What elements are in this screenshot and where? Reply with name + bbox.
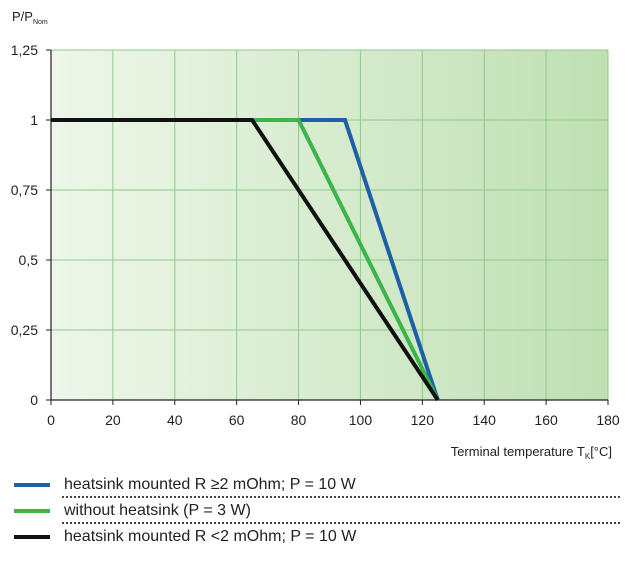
legend-item: heatsink mounted R ≥2 mOhm; P = 10 W xyxy=(12,472,622,498)
x-tick-label: 0 xyxy=(47,412,55,428)
x-tick-label: 20 xyxy=(105,412,121,428)
x-tick-label: 40 xyxy=(167,412,183,428)
legend-item: without heatsink (P = 3 W) xyxy=(12,498,622,524)
series-line-2 xyxy=(51,118,440,402)
legend-label: without heatsink (P = 3 W) xyxy=(64,502,251,519)
x-tick-label: 140 xyxy=(473,412,497,428)
x-tick-label: 160 xyxy=(534,412,558,428)
x-tick-label: 60 xyxy=(229,412,245,428)
legend-label: heatsink mounted R ≥2 mOhm; P = 10 W xyxy=(64,476,356,493)
x-tick-label: 100 xyxy=(349,412,373,428)
derating-chart: 0 20 40 60 80 100 120 140 160 180 0 0,25 0,5 0,75 1 1,2… xyxy=(11,9,620,461)
x-axis-label: Terminal temperature TK[°C] xyxy=(451,444,612,461)
y-tick-label: 0,75 xyxy=(11,182,38,198)
y-axis-label: P/PNom xyxy=(12,9,48,26)
y-tick-label: 1 xyxy=(30,112,38,128)
y-tick-label: 0,25 xyxy=(11,322,38,338)
legend-swatch xyxy=(14,483,50,487)
y-tick-label: 1,25 xyxy=(11,42,38,58)
x-tick-label: 80 xyxy=(291,412,307,428)
legend-label: heatsink mounted R <2 mOhm; P = 10 W xyxy=(64,528,357,545)
legend-swatch xyxy=(14,509,50,513)
legend-item: heatsink mounted R <2 mOhm; P = 10 W xyxy=(12,524,622,550)
y-tick-label: 0,5 xyxy=(19,252,39,268)
tick-labels: 0 20 40 60 80 100 120 140 160 180 0 0,25 0,5 0,75 1 1,2… xyxy=(11,42,620,428)
x-tick-label: 180 xyxy=(596,412,620,428)
legend-swatch xyxy=(14,535,50,539)
legend: heatsink mounted R ≥2 mOhm; P = 10 W wit… xyxy=(12,472,622,550)
series-group xyxy=(51,118,440,402)
plot-area xyxy=(51,50,608,400)
axes xyxy=(46,49,609,405)
y-tick-label: 0 xyxy=(30,392,38,408)
x-tick-label: 120 xyxy=(411,412,435,428)
